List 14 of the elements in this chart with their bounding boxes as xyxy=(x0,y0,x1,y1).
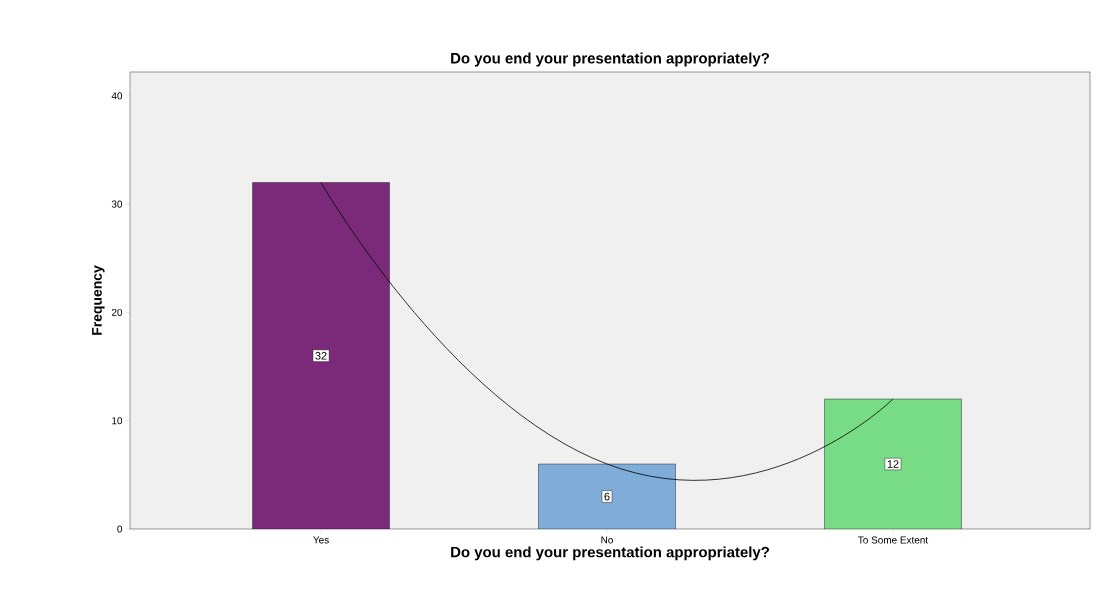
data-label: 32 xyxy=(315,351,327,360)
x-tick-label: To Some Extent xyxy=(858,536,929,544)
data-label: 6 xyxy=(604,492,610,501)
chart-title: Do you end your presentation appropriately? xyxy=(451,52,769,67)
y-axis-title: Frequency xyxy=(92,265,105,335)
x-axis-title: Do you end your presentation appropriately? xyxy=(451,546,769,561)
data-label: 12 xyxy=(887,460,899,468)
y-tick-label: 40 xyxy=(111,92,123,100)
y-tick-label: 30 xyxy=(111,200,123,208)
x-tick-label: Yes xyxy=(313,536,329,544)
y-tick-label: 20 xyxy=(111,308,123,316)
y-tick-label: 0 xyxy=(117,525,123,533)
x-tick-label: No xyxy=(601,536,613,544)
y-tick-label: 10 xyxy=(112,417,123,425)
